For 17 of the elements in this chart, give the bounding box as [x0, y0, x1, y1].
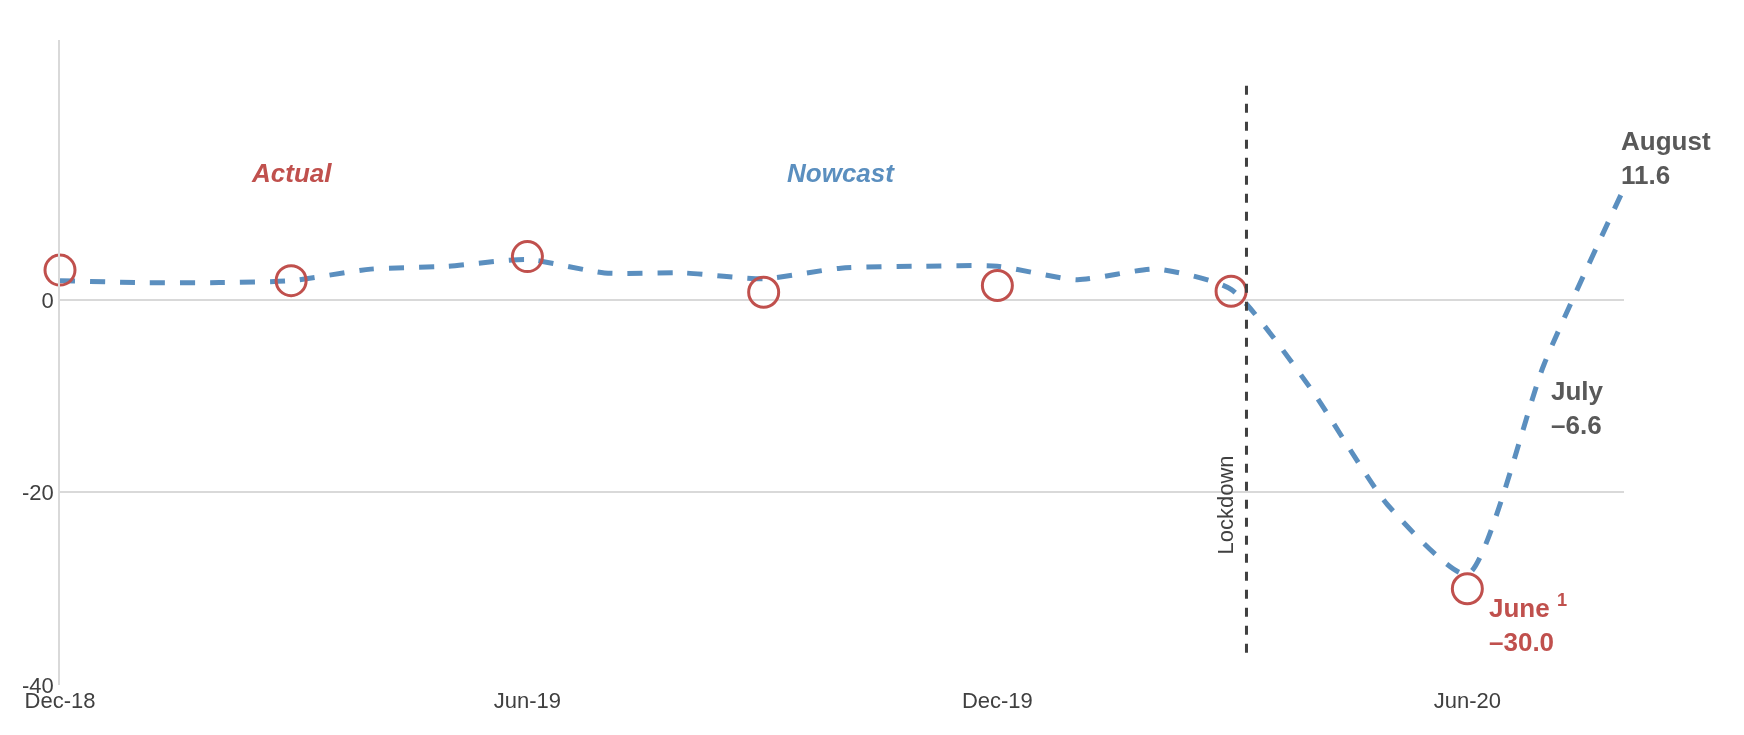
annotation: June $^{1}$ –30.0 [1489, 590, 1568, 657]
y-tick-label: -20 [22, 480, 54, 506]
annotation: July –6.6 [1551, 376, 1604, 440]
annotation: August 11.6 [1621, 126, 1711, 190]
point [747, 275, 781, 309]
point [510, 240, 544, 274]
text: Nowcast [787, 158, 896, 188]
point [274, 264, 308, 298]
x-tick-label: Jun-19 [493, 688, 562, 713]
point [980, 268, 1014, 302]
ref-line-label: Lockdown [1213, 455, 1239, 555]
point [43, 253, 77, 287]
text: Actual [251, 158, 333, 188]
y-tick-label: 0 [41, 287, 54, 313]
x-tick-label: Jun-20 [1433, 688, 1501, 713]
x-tick-label: Dec-19 [961, 688, 1033, 713]
point [1450, 572, 1484, 606]
